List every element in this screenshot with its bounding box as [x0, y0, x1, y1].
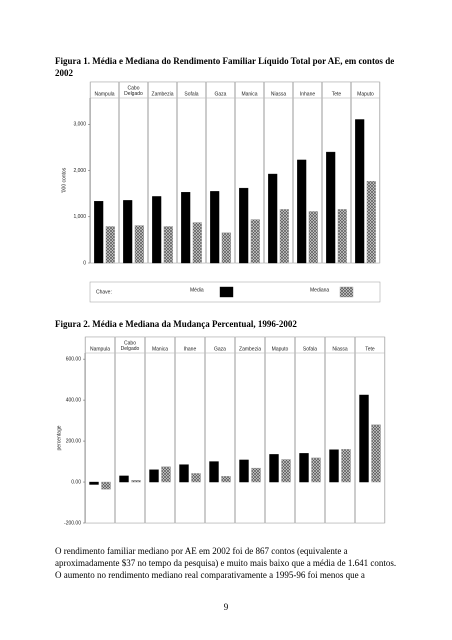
bar	[311, 457, 321, 483]
category-label: Sofala	[303, 346, 317, 352]
panel	[205, 336, 235, 524]
bar	[181, 192, 191, 264]
panel	[265, 336, 295, 524]
bar	[366, 180, 376, 264]
bar	[210, 191, 220, 264]
category-label: Sofala	[184, 91, 198, 97]
bar	[279, 209, 289, 264]
legend-swatch	[219, 286, 234, 298]
bar	[308, 211, 318, 264]
bar	[281, 459, 291, 483]
y-tick-label: 1,000	[73, 214, 86, 220]
bar	[221, 232, 231, 264]
bar	[149, 469, 159, 483]
legend-title: Chave:	[96, 289, 112, 295]
category-label: Tete	[365, 346, 375, 352]
bar	[209, 461, 219, 483]
bar	[134, 225, 144, 264]
bar	[119, 475, 129, 483]
bar	[359, 394, 369, 483]
category-label: Tete	[332, 91, 342, 97]
panel	[235, 336, 265, 524]
y-axis-label: '000 contos	[61, 167, 67, 193]
category-label: Niassa	[271, 91, 287, 97]
category-label: Gaza	[215, 91, 227, 97]
panel	[175, 336, 205, 524]
y-tick-label: 600.00	[66, 356, 82, 362]
y-tick-label: 3,000	[73, 122, 86, 128]
y-tick-label: -200.00	[64, 520, 81, 526]
y-axis-label: percentage	[56, 425, 62, 450]
bar	[251, 467, 261, 483]
bar	[239, 459, 249, 483]
bar	[337, 209, 347, 264]
panel	[145, 336, 175, 524]
bar	[101, 481, 111, 490]
bar	[326, 151, 336, 264]
bar	[161, 466, 171, 483]
bar	[105, 226, 115, 264]
category-label: Inhane	[300, 91, 316, 97]
figure-caption: Figura 1. Média e Mediana do Rendimento …	[55, 56, 395, 78]
bar	[269, 454, 279, 483]
paragraph: O rendimento familiar mediano por AE em …	[55, 546, 397, 580]
bar	[341, 449, 351, 483]
bar	[152, 196, 162, 264]
panel	[325, 336, 355, 524]
bar	[355, 119, 365, 264]
category-label: Niassa	[332, 346, 348, 352]
legend-swatch	[339, 286, 354, 298]
category-label: Maputo	[272, 346, 289, 352]
category-label: Ihane	[184, 346, 197, 352]
bar	[163, 226, 173, 264]
panel	[85, 336, 115, 524]
category-label: Zambezia	[152, 91, 174, 97]
bar	[299, 453, 309, 483]
bar	[297, 159, 307, 264]
category-label: Maputo	[357, 91, 374, 97]
y-tick-label: 400.00	[66, 397, 82, 403]
category-label: Cabo Delgado	[124, 86, 143, 98]
panel	[295, 336, 325, 524]
category-label: Zambezia	[239, 346, 261, 352]
bar	[268, 173, 278, 264]
y-tick-label: 2,000	[73, 168, 86, 174]
bar	[94, 201, 104, 264]
category-label: Gaza	[214, 346, 226, 352]
bar	[131, 480, 141, 483]
category-label: Manica	[241, 91, 257, 97]
category-label: Nampula	[90, 346, 110, 352]
bar	[123, 200, 133, 264]
bar	[329, 449, 339, 483]
bar	[250, 219, 260, 264]
panel	[115, 336, 145, 524]
bar	[179, 464, 189, 483]
bar	[192, 222, 202, 264]
figure-caption: Figura 2. Média e Mediana da Mudança Per…	[55, 319, 297, 329]
category-label: Nampula	[94, 91, 114, 97]
legend-box	[89, 281, 381, 303]
y-tick-label: 0	[83, 260, 86, 266]
bar	[191, 473, 201, 483]
y-tick-label: 200.00	[66, 438, 82, 444]
legend-label: Mediana	[310, 287, 329, 293]
bar	[221, 476, 231, 483]
y-tick-label: 0.00	[71, 479, 81, 485]
bar	[89, 481, 99, 485]
legend-label: Média	[190, 287, 204, 293]
category-label: Manica	[152, 346, 168, 352]
category-label: Cabo Delgado	[121, 341, 140, 353]
bar	[371, 424, 381, 483]
bar	[239, 187, 249, 264]
page-number: 9	[223, 602, 229, 612]
